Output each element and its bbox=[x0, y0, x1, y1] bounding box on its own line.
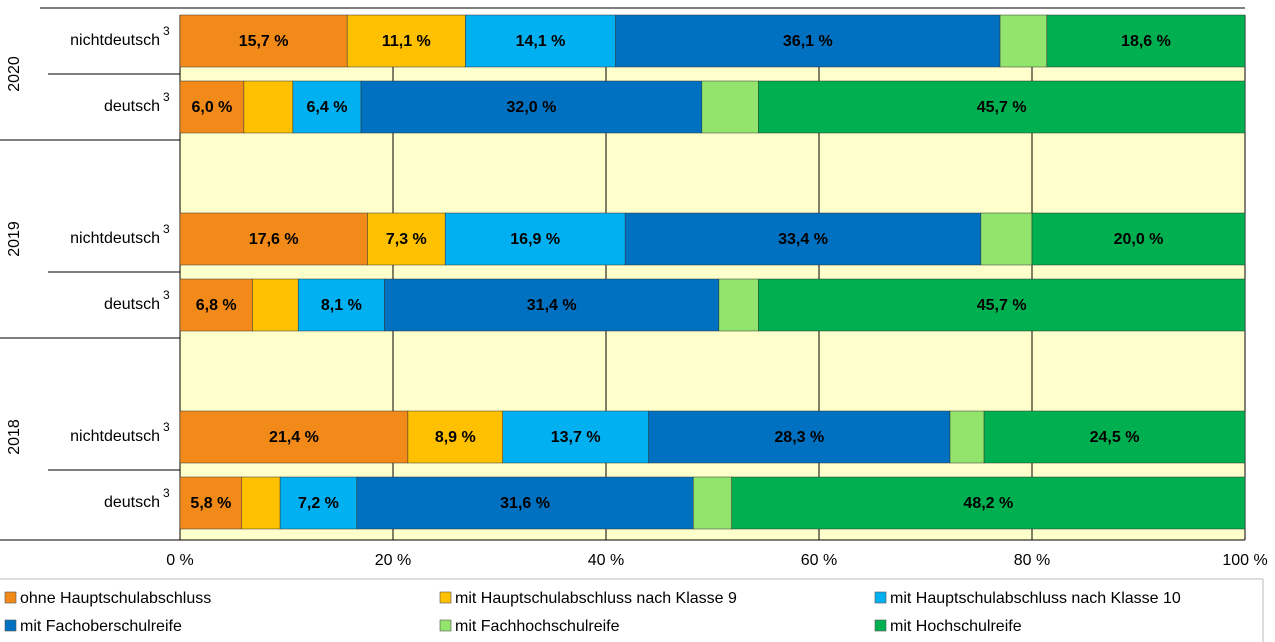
x-tick-label: 0 % bbox=[166, 552, 194, 569]
bar-segment bbox=[1046, 14, 1246, 68]
group-label: 2020 bbox=[6, 56, 23, 92]
bar-segment bbox=[980, 212, 1033, 266]
data-label: 36,1 % bbox=[783, 33, 833, 50]
data-label: 24,5 % bbox=[1090, 429, 1140, 446]
x-tick-label: 80 % bbox=[1014, 552, 1050, 569]
data-label: 45,7 % bbox=[977, 99, 1027, 116]
bar-segment bbox=[693, 476, 732, 530]
bar-segment bbox=[179, 278, 253, 332]
y-tick-label: nichtdeutsch bbox=[70, 428, 160, 445]
data-label: 11,1 % bbox=[382, 33, 431, 50]
legend-swatch bbox=[439, 591, 452, 604]
footnote-mark: 3 bbox=[163, 24, 170, 38]
data-label: 20,0 % bbox=[1114, 231, 1164, 248]
bar-segment bbox=[292, 80, 362, 134]
data-label: 15,7 % bbox=[239, 33, 289, 50]
footnote-mark: 3 bbox=[163, 288, 170, 302]
data-label: 31,4 % bbox=[527, 297, 577, 314]
legend-swatch bbox=[874, 619, 887, 632]
data-label: 31,6 % bbox=[500, 495, 550, 512]
data-label: 6,4 % bbox=[307, 99, 348, 116]
data-label: 16,9 % bbox=[510, 231, 560, 248]
footnote-mark: 3 bbox=[163, 486, 170, 500]
legend-label: ohne Hauptschulabschluss bbox=[20, 590, 211, 607]
bar-segment bbox=[360, 80, 703, 134]
legend-label: mit Hauptschulabschluss nach Klasse 10 bbox=[890, 590, 1181, 607]
group-label: 2019 bbox=[6, 221, 23, 257]
bar-segment bbox=[243, 80, 294, 134]
footnote-mark: 3 bbox=[163, 90, 170, 104]
bar-segment bbox=[949, 410, 985, 464]
bar-segment bbox=[718, 278, 759, 332]
x-tick-label: 100 % bbox=[1222, 552, 1267, 569]
bar-segment bbox=[983, 410, 1246, 464]
data-label: 28,3 % bbox=[774, 429, 824, 446]
x-tick-label: 60 % bbox=[801, 552, 837, 569]
bar-segment bbox=[1031, 212, 1246, 266]
bar-segment bbox=[731, 476, 1246, 530]
legend-label: mit Hauptschulabschluss nach Klasse 9 bbox=[455, 590, 737, 607]
data-label: 7,2 % bbox=[298, 495, 339, 512]
data-label: 32,0 % bbox=[507, 99, 557, 116]
bar-segment bbox=[252, 278, 299, 332]
bar-segment bbox=[624, 212, 982, 266]
bar-segment bbox=[758, 278, 1246, 332]
data-label: 14,1 % bbox=[516, 33, 566, 50]
bar-segment bbox=[241, 476, 281, 530]
legend-label: mit Hochschulreife bbox=[890, 618, 1022, 635]
bar-segment bbox=[465, 14, 616, 68]
legend-label: mit Fachoberschulreife bbox=[20, 618, 182, 635]
data-label: 7,3 % bbox=[386, 231, 427, 248]
y-tick-label: deutsch bbox=[104, 98, 160, 115]
group-label: 2018 bbox=[6, 419, 23, 455]
bar-segment bbox=[701, 80, 759, 134]
legend-swatch bbox=[4, 619, 17, 632]
data-label: 8,1 % bbox=[321, 297, 362, 314]
bar-segment bbox=[444, 212, 626, 266]
data-label: 6,8 % bbox=[196, 297, 237, 314]
data-label: 45,7 % bbox=[977, 297, 1027, 314]
bar-segment bbox=[179, 410, 409, 464]
bar-segment bbox=[999, 14, 1048, 68]
legend-label: mit Fachhochschulreife bbox=[455, 618, 620, 635]
bar-segment bbox=[367, 212, 446, 266]
y-tick-label: nichtdeutsch bbox=[70, 32, 160, 49]
data-label: 13,7 % bbox=[551, 429, 601, 446]
legend-swatch bbox=[874, 591, 887, 604]
data-label: 48,2 % bbox=[963, 495, 1013, 512]
bar-segment bbox=[179, 212, 368, 266]
data-label: 33,4 % bbox=[778, 231, 828, 248]
legend-swatch bbox=[439, 619, 452, 632]
y-tick-label: deutsch bbox=[104, 494, 160, 511]
x-tick-label: 20 % bbox=[375, 552, 411, 569]
footnote-mark: 3 bbox=[163, 420, 170, 434]
data-label: 6,0 % bbox=[191, 99, 232, 116]
bar-segment bbox=[407, 410, 503, 464]
data-label: 17,6 % bbox=[249, 231, 299, 248]
y-tick-label: deutsch bbox=[104, 296, 160, 313]
data-label: 8,9 % bbox=[435, 429, 476, 446]
x-tick-label: 40 % bbox=[588, 552, 624, 569]
bar-segment bbox=[648, 410, 951, 464]
data-label: 5,8 % bbox=[190, 495, 231, 512]
bar-segment bbox=[384, 278, 720, 332]
legend-swatch bbox=[4, 591, 17, 604]
data-label: 21,4 % bbox=[269, 429, 319, 446]
footnote-mark: 3 bbox=[163, 222, 170, 236]
bar-segment bbox=[758, 80, 1246, 134]
bar-segment bbox=[356, 476, 694, 530]
bar-segment bbox=[179, 80, 245, 134]
y-tick-label: nichtdeutsch bbox=[70, 230, 160, 247]
bar-segment bbox=[502, 410, 649, 464]
data-label: 18,6 % bbox=[1121, 33, 1171, 50]
